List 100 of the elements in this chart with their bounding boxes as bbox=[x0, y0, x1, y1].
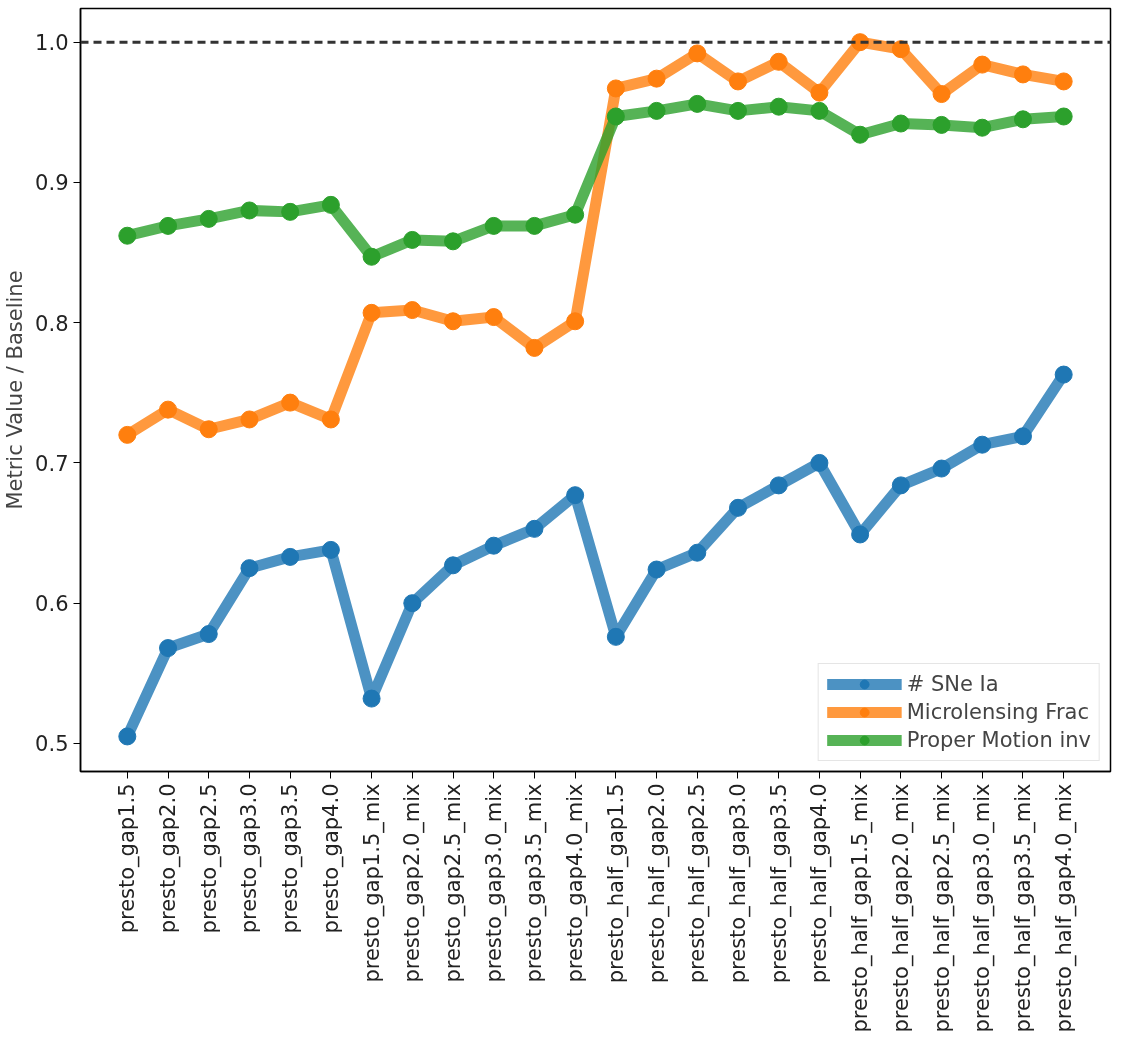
point bbox=[769, 52, 788, 71]
point bbox=[1013, 427, 1032, 446]
point bbox=[444, 232, 463, 251]
point bbox=[647, 69, 666, 88]
x-tick-label: presto_half_gap3.5 bbox=[766, 783, 792, 984]
x-tick-label: presto_gap4.0_mix bbox=[563, 783, 589, 983]
point bbox=[525, 216, 544, 235]
point bbox=[973, 435, 992, 454]
point bbox=[240, 410, 259, 429]
point bbox=[810, 101, 829, 120]
point bbox=[240, 559, 259, 578]
point bbox=[810, 453, 829, 472]
point bbox=[484, 308, 503, 327]
point bbox=[1054, 107, 1073, 126]
point bbox=[566, 205, 585, 224]
point bbox=[728, 72, 747, 91]
point bbox=[159, 639, 178, 658]
point bbox=[403, 594, 422, 613]
point bbox=[444, 556, 463, 575]
point bbox=[728, 101, 747, 120]
point bbox=[281, 393, 300, 412]
y-axis-title: Metric Value / Baseline bbox=[3, 270, 28, 510]
point bbox=[851, 525, 870, 544]
x-tick-label: presto_half_gap2.0 bbox=[644, 783, 670, 984]
point bbox=[118, 425, 137, 444]
point bbox=[362, 247, 381, 266]
point bbox=[688, 44, 707, 63]
point bbox=[973, 55, 992, 74]
point bbox=[728, 498, 747, 517]
point bbox=[566, 312, 585, 331]
point bbox=[362, 689, 381, 708]
point bbox=[1013, 110, 1032, 129]
y-tick-label: 0.6 bbox=[35, 592, 69, 617]
point bbox=[1013, 65, 1032, 84]
x-tick-label: presto_gap1.5_mix bbox=[359, 783, 385, 983]
point bbox=[159, 216, 178, 235]
x-tick-label: presto_gap3.0 bbox=[237, 783, 263, 934]
point bbox=[321, 540, 340, 559]
point bbox=[932, 115, 951, 134]
point bbox=[688, 543, 707, 562]
x-tick-label: presto_gap3.0_mix bbox=[481, 783, 507, 983]
point bbox=[769, 476, 788, 495]
legend-label: Microlensing Frac bbox=[906, 700, 1089, 724]
x-tick-label: presto_gap4.0 bbox=[318, 783, 344, 934]
point bbox=[525, 519, 544, 538]
y-tick-label: 0.5 bbox=[35, 732, 69, 757]
point bbox=[240, 201, 259, 220]
point bbox=[769, 97, 788, 116]
y-tick-label: 0.7 bbox=[35, 451, 69, 476]
point bbox=[444, 312, 463, 331]
point bbox=[810, 83, 829, 102]
point bbox=[525, 338, 544, 357]
point bbox=[118, 727, 137, 746]
point bbox=[281, 202, 300, 221]
x-tick-label: presto_half_gap3.0_mix bbox=[970, 783, 996, 1033]
point bbox=[647, 560, 666, 579]
x-tick-label: presto_gap3.5 bbox=[278, 783, 304, 934]
point bbox=[281, 547, 300, 566]
point bbox=[891, 114, 910, 133]
point bbox=[403, 301, 422, 320]
point bbox=[321, 195, 340, 214]
point bbox=[403, 230, 422, 249]
point bbox=[118, 226, 137, 245]
point bbox=[199, 420, 218, 439]
x-tick-label: presto_gap2.0 bbox=[156, 783, 182, 934]
y-tick-label: 0.8 bbox=[35, 311, 69, 336]
x-tick-label: presto_half_gap4.0 bbox=[807, 783, 833, 984]
x-tick-label: presto_half_gap1.5 bbox=[603, 783, 629, 984]
point bbox=[891, 40, 910, 59]
y-tick-label: 1.0 bbox=[35, 31, 69, 56]
point bbox=[647, 101, 666, 120]
point bbox=[606, 627, 625, 646]
x-tick-label: presto_gap3.5_mix bbox=[522, 783, 548, 983]
point bbox=[606, 107, 625, 126]
point bbox=[321, 410, 340, 429]
legend-label: # SNe Ia bbox=[906, 672, 999, 696]
x-tick-label: presto_half_gap2.5_mix bbox=[929, 783, 955, 1033]
x-tick-label: presto_gap1.5 bbox=[115, 783, 141, 934]
x-tick-label: presto_half_gap2.0_mix bbox=[888, 783, 914, 1033]
point bbox=[199, 625, 218, 644]
x-tick-label: presto_half_gap2.5 bbox=[685, 783, 711, 984]
point bbox=[566, 486, 585, 505]
point bbox=[1054, 365, 1073, 384]
x-tick-label: presto_gap2.5_mix bbox=[441, 783, 467, 983]
point bbox=[606, 79, 625, 98]
point bbox=[891, 476, 910, 495]
x-tick-label: presto_half_gap3.5_mix bbox=[1010, 783, 1036, 1033]
point bbox=[362, 303, 381, 322]
point bbox=[484, 216, 503, 235]
x-tick-label: presto_half_gap1.5_mix bbox=[848, 783, 874, 1033]
point bbox=[688, 94, 707, 113]
y-tick-label: 0.9 bbox=[35, 171, 69, 196]
point bbox=[851, 125, 870, 144]
legend-label: Proper Motion inv bbox=[906, 728, 1091, 752]
point bbox=[199, 209, 218, 228]
x-tick-label: presto_gap2.5 bbox=[196, 783, 222, 934]
point bbox=[932, 85, 951, 104]
point bbox=[484, 536, 503, 555]
x-tick-label: presto_gap2.0_mix bbox=[400, 783, 426, 983]
x-tick-label: presto_half_gap3.0 bbox=[725, 783, 751, 984]
